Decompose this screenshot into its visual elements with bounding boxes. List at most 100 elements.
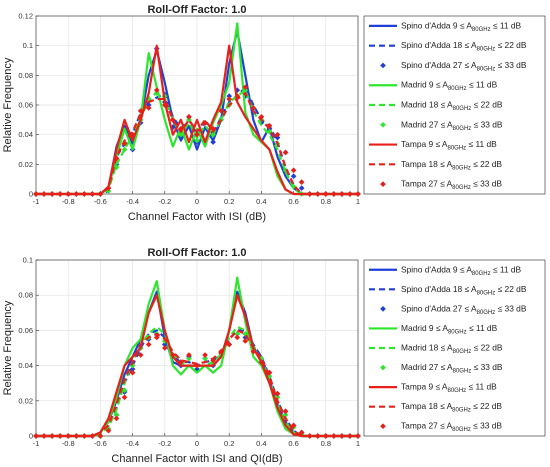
data-point bbox=[218, 348, 224, 355]
data-point bbox=[178, 131, 184, 138]
y-axis-label: Relative Frequency bbox=[2, 300, 14, 395]
data-point bbox=[113, 415, 120, 422]
data-point bbox=[129, 131, 136, 138]
legend-label: Tampa 27 ≤ A80GHz ≤ 33 dB bbox=[401, 179, 502, 192]
legend-label: Madrid 9 ≤ A80GHz ≤ 11 dB bbox=[401, 323, 498, 336]
legend-marker bbox=[380, 306, 386, 312]
x-axis-label: Channel Factor with ISI and QI(dB) bbox=[111, 453, 282, 465]
data-point bbox=[178, 125, 184, 132]
data-point bbox=[234, 334, 241, 341]
data-point bbox=[129, 366, 136, 372]
data-point bbox=[266, 369, 273, 376]
data-point bbox=[242, 338, 249, 344]
x-tick-label: 1 bbox=[356, 197, 360, 206]
data-point bbox=[258, 114, 265, 120]
legend-label: Spino d'Adda 27 ≤ A80GHz ≤ 33 dB bbox=[401, 303, 527, 316]
data-point bbox=[290, 173, 297, 180]
data-point bbox=[170, 117, 176, 123]
data-point bbox=[153, 334, 160, 341]
data-point bbox=[250, 105, 257, 111]
y-tick-label: 0.02 bbox=[18, 396, 33, 405]
legend-entry: Madrid 9 ≤ A80GHz ≤ 11 dB bbox=[369, 80, 498, 93]
data-point bbox=[113, 164, 120, 171]
legend-marker bbox=[380, 121, 386, 128]
x-tick-label: 0.4 bbox=[256, 439, 266, 448]
data-point bbox=[121, 146, 128, 153]
data-point bbox=[145, 102, 152, 108]
legend-label: Tampa 18 ≤ A80GHz ≤ 22 dB bbox=[401, 159, 502, 172]
legend-entry: Spino d'Adda 18 ≤ A80GHz ≤ 22 dB bbox=[369, 284, 527, 296]
data-point bbox=[186, 355, 192, 362]
data-point bbox=[210, 357, 216, 364]
data-point bbox=[89, 191, 96, 197]
data-point bbox=[331, 191, 337, 197]
legend: Spino d'Adda 9 ≤ A80GHz ≤ 11 dB Spino d'A… bbox=[363, 259, 546, 437]
data-point bbox=[339, 191, 345, 197]
y-axis-label: Relative Frequency bbox=[2, 57, 14, 152]
data-point bbox=[314, 433, 321, 439]
data-point bbox=[97, 433, 104, 439]
data-point bbox=[258, 359, 265, 365]
data-point bbox=[314, 191, 321, 197]
data-point bbox=[89, 433, 96, 439]
y-tick-label: 0.12 bbox=[18, 12, 33, 21]
legend-entry: Spino d'Adda 9 ≤ A80GHz ≤ 11 dB bbox=[369, 20, 522, 33]
data-point bbox=[266, 122, 273, 129]
legend-marker bbox=[380, 181, 386, 187]
legend-entry: Madrid 27 ≤ A80GHz ≤ 33 dB bbox=[380, 119, 503, 132]
legend-entry: Madrid 18 ≤ A80GHz ≤ 22 dB bbox=[369, 100, 503, 113]
y-tick-label: 0 bbox=[29, 432, 33, 441]
data-point bbox=[234, 331, 241, 337]
data-point bbox=[194, 362, 200, 369]
data-point bbox=[145, 105, 152, 111]
data-point bbox=[234, 93, 241, 99]
legend-label: Spino d'Adda 9 ≤ A80GHz ≤ 11 dB bbox=[401, 20, 522, 33]
data-point bbox=[129, 369, 136, 376]
legend-label: Tampa 9 ≤ A80GHz ≤ 11 dB bbox=[401, 139, 497, 152]
data-point bbox=[355, 433, 361, 439]
legend-entry: Tampa 9 ≤ A80GHz ≤ 11 dB bbox=[369, 382, 497, 394]
legend-label: Madrid 9 ≤ A80GHz ≤ 11 dB bbox=[401, 80, 498, 93]
data-point bbox=[137, 352, 144, 358]
data-point bbox=[290, 167, 297, 174]
y-tick-label: 0.08 bbox=[18, 71, 33, 80]
data-point bbox=[81, 433, 88, 439]
data-point bbox=[322, 191, 329, 197]
y-tick-label: 0.06 bbox=[18, 101, 33, 110]
legend-marker bbox=[380, 364, 386, 371]
data-point bbox=[242, 84, 249, 91]
x-axis-label: Channel Factor with ISI (dB) bbox=[128, 211, 266, 223]
legend-label: Tampa 27 ≤ A80GHz ≤ 33 dB bbox=[401, 421, 502, 434]
chart-title: Roll-Off Factor: 1.0 bbox=[147, 4, 246, 16]
chart-title: Roll-Off Factor: 1.0 bbox=[147, 247, 246, 259]
legend-label: Madrid 27 ≤ A80GHz ≤ 33 dB bbox=[401, 362, 503, 375]
legend-label: Madrid 18 ≤ A80GHz ≤ 22 dB bbox=[401, 100, 503, 113]
x-tick-label: 0.6 bbox=[288, 197, 298, 206]
legend-entry: Tampa 18 ≤ A80GHz ≤ 22 dB bbox=[369, 401, 502, 414]
data-point bbox=[73, 191, 80, 197]
data-point bbox=[274, 390, 281, 397]
legend: Spino d'Adda 9 ≤ A80GHz ≤ 11 dB Spino d'A… bbox=[363, 15, 546, 195]
x-tick-label: -0.2 bbox=[158, 197, 171, 206]
data-point bbox=[153, 90, 160, 96]
data-point bbox=[202, 355, 208, 362]
y-tick-label: 0.1 bbox=[23, 41, 33, 50]
data-point bbox=[274, 131, 281, 138]
data-point bbox=[210, 125, 216, 132]
data-point bbox=[97, 191, 104, 197]
legend-entry: Spino d'Adda 9 ≤ A80GHz ≤ 11 dB bbox=[369, 264, 522, 277]
data-point bbox=[218, 108, 224, 114]
data-point bbox=[226, 93, 233, 99]
data-point bbox=[161, 341, 168, 348]
data-point bbox=[73, 433, 80, 439]
data-point bbox=[210, 139, 216, 145]
legend-entry: Spino d'Adda 27 ≤ A80GHz ≤ 33 dB bbox=[380, 303, 527, 316]
data-point bbox=[121, 394, 128, 401]
x-tick-label: 0.6 bbox=[288, 439, 298, 448]
data-point bbox=[306, 191, 313, 197]
data-point bbox=[153, 87, 160, 93]
y-tick-label: 0.02 bbox=[18, 160, 33, 169]
legend-label: Spino d'Adda 9 ≤ A80GHz ≤ 11 dB bbox=[401, 264, 522, 277]
data-point bbox=[113, 412, 120, 418]
data-point bbox=[161, 102, 168, 108]
